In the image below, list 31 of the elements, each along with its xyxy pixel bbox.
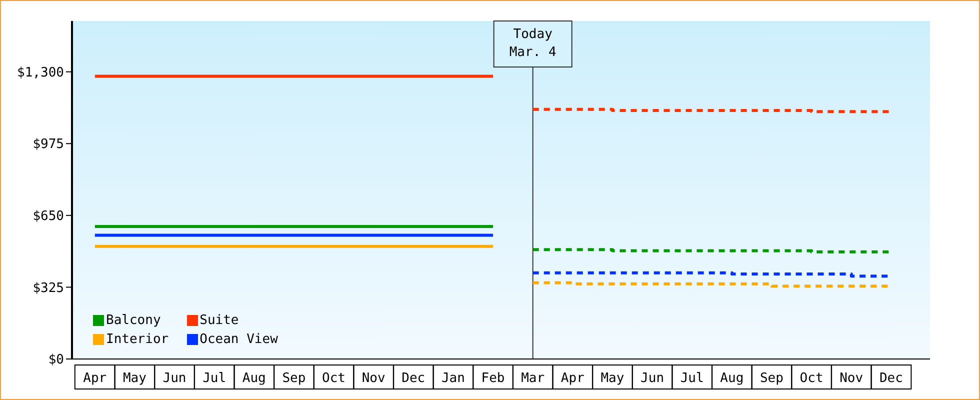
legend-label: Ocean View bbox=[200, 332, 278, 347]
x-tick-label: Sep bbox=[282, 371, 306, 386]
x-tick-label: Jul bbox=[202, 371, 226, 386]
x-tick-label: Jun bbox=[640, 371, 664, 386]
x-tick-label: Aug bbox=[242, 371, 266, 386]
y-tick-label: $650 bbox=[32, 209, 64, 224]
x-tick-label: Jan bbox=[441, 371, 465, 386]
x-tick-label: Apr bbox=[83, 371, 107, 386]
legend-label: Interior bbox=[106, 332, 169, 347]
x-tick-label: Oct bbox=[322, 371, 346, 386]
y-tick-label: $325 bbox=[32, 280, 64, 296]
x-tick-label: Oct bbox=[800, 371, 824, 386]
x-tick-label: Nov bbox=[362, 371, 386, 386]
legend-label: Suite bbox=[200, 313, 239, 328]
x-tick-label: Mar bbox=[521, 371, 545, 386]
x-tick-label: Feb bbox=[481, 371, 505, 386]
y-tick-label: $975 bbox=[32, 137, 64, 152]
x-tick-label: Aug bbox=[720, 371, 744, 386]
x-tick-label: Apr bbox=[560, 371, 585, 386]
x-tick-label: May bbox=[600, 371, 624, 386]
x-tick-label: Dec bbox=[879, 371, 903, 386]
x-tick-label: Dec bbox=[402, 371, 426, 386]
y-tick-label: $0 bbox=[48, 352, 64, 368]
x-tick-label: Nov bbox=[840, 371, 864, 386]
x-tick-label: Sep bbox=[760, 371, 784, 386]
ref-line-label: Today Mar. 4 bbox=[509, 27, 556, 60]
x-tick-label: Jul bbox=[680, 371, 704, 386]
y-tick-label: $1,300 bbox=[17, 65, 64, 80]
legend-label: Balcony bbox=[106, 313, 161, 328]
x-tick-label: Jun bbox=[162, 371, 186, 386]
x-tick-label: May bbox=[122, 371, 147, 386]
